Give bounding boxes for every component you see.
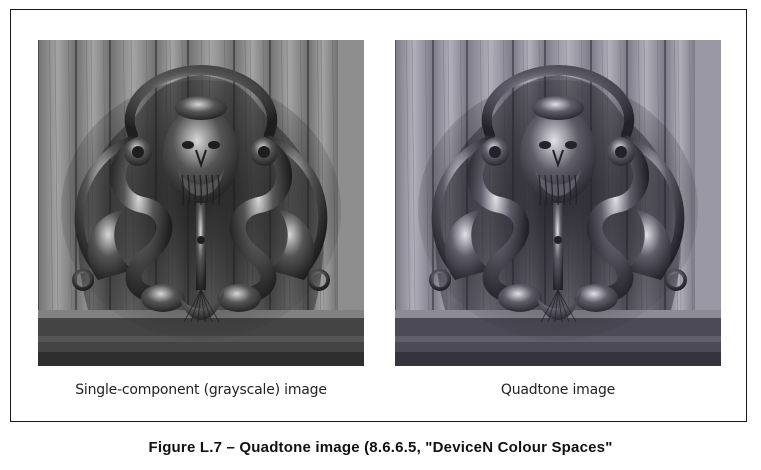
grayscale-image-caption: Single-component (grayscale) image <box>75 382 327 398</box>
quadtone-image-caption: Quadtone image <box>500 382 616 398</box>
grayscale-door-knocker-image <box>38 40 364 366</box>
quadtone-door-knocker-image <box>395 40 721 366</box>
figure-title: Figure L.7 – Quadtone image (8.6.6.5, "D… <box>148 439 613 456</box>
door-knocker-illustration <box>38 40 364 366</box>
door-knocker-illustration <box>395 40 721 366</box>
figure-frame: Single-component (grayscale) image Quadt… <box>10 9 747 422</box>
